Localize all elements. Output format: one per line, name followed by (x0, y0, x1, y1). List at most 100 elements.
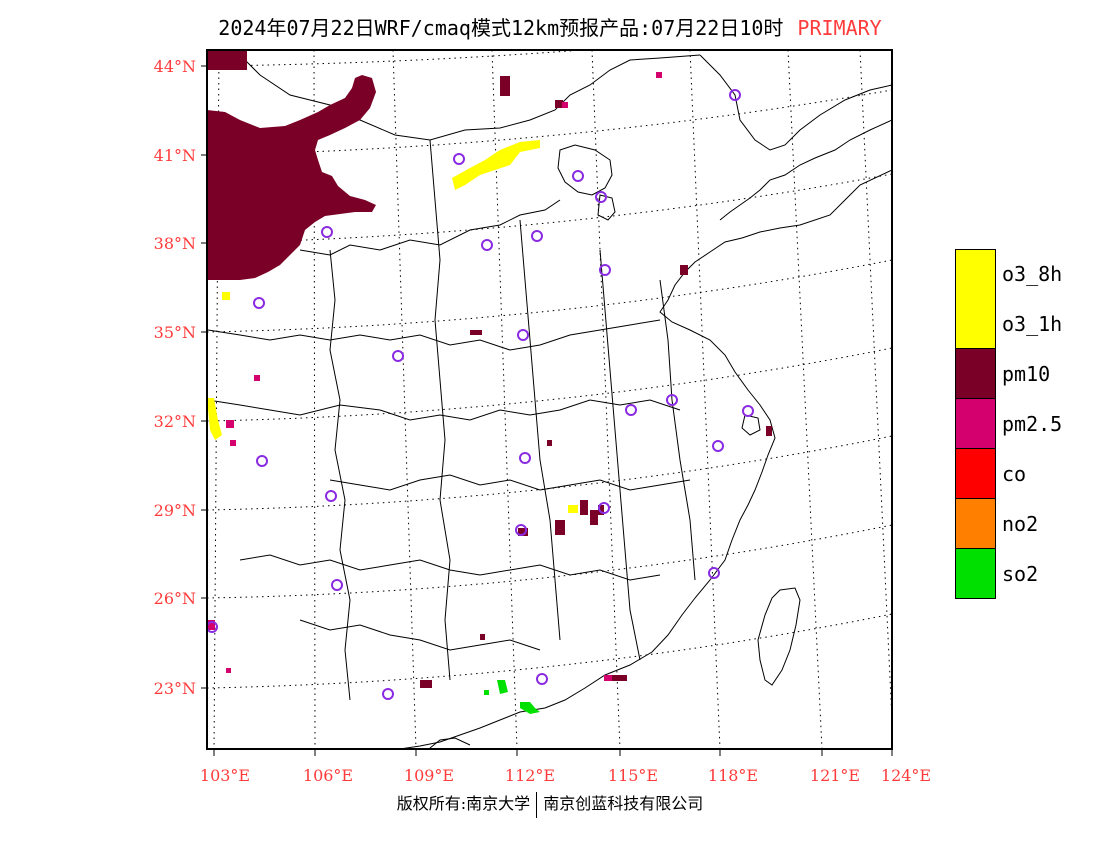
province-1 (299, 199, 561, 256)
city-marker (666, 394, 678, 406)
parallel-38 (207, 173, 892, 244)
city-marker (531, 230, 543, 242)
city-marker (515, 524, 527, 536)
parallel-32 (207, 347, 892, 422)
legend-swatch (955, 299, 996, 349)
legend-swatch (955, 499, 996, 549)
lon-label: 109°E (404, 766, 454, 785)
pm10-cell (598, 505, 604, 515)
city-marker (625, 404, 637, 416)
city-marker (598, 502, 610, 514)
o3-cell (568, 505, 578, 513)
pm10-cell (480, 634, 485, 640)
so2-cell (484, 690, 489, 695)
meridian-115 (591, 50, 621, 749)
province-3 (207, 399, 681, 421)
meridian-118 (689, 50, 721, 749)
legend-label: no2 (1002, 512, 1039, 536)
lon-label: 118°E (708, 766, 758, 785)
taiwan (757, 587, 801, 686)
city-marker (325, 490, 337, 502)
city-marker (517, 329, 529, 341)
primary-tag: PRIMARY (797, 16, 882, 40)
title-text: 2024年07月22日WRF/cmaq模式12km预报产品:07月22日10时 (218, 16, 784, 40)
map-title: 2024年07月22日WRF/cmaq模式12km预报产品:07月22日10时 P… (0, 12, 1100, 41)
pm25-cell (656, 72, 662, 78)
legend-swatch (955, 549, 996, 599)
pm10-cell (580, 500, 588, 515)
lon-label: 124°E (881, 766, 931, 785)
province-6 (299, 619, 541, 651)
pm10-cell (555, 520, 565, 535)
parallel-26 (207, 524, 892, 599)
legend-label: o3_1h (1002, 312, 1063, 336)
pm10-region-top (207, 50, 247, 70)
lon-label: 103°E (200, 766, 250, 785)
city-markers (207, 89, 754, 700)
city-marker (256, 455, 268, 467)
pm10-cell (590, 510, 598, 525)
parallel-44 (207, 50, 589, 67)
map-content (207, 50, 892, 749)
city-marker (321, 226, 333, 238)
pm25-cell (604, 675, 612, 681)
parallel-23 (207, 613, 892, 689)
legend-label: so2 (1002, 562, 1039, 586)
legend-item: co (955, 449, 1062, 499)
legend-swatch (955, 449, 996, 499)
city-marker (536, 673, 548, 685)
longitude-labels: 103°E 106°E 109°E 112°E 115°E 118°E 121°… (200, 766, 931, 785)
legend-swatch (955, 248, 996, 300)
pm25-cell (226, 668, 231, 673)
city-marker (742, 405, 754, 417)
pm10-region-northwest (207, 75, 376, 280)
city-marker (712, 440, 724, 452)
copyright-left: 版权所有:南京大学 (396, 794, 531, 813)
pm10-cell (420, 680, 432, 688)
city-marker (572, 170, 584, 182)
pm10-cell (518, 528, 528, 536)
legend-item: o3_1h (955, 299, 1062, 349)
o3-region-north (452, 140, 540, 190)
lat-label: 32°N (154, 412, 196, 431)
pm25-cell (254, 375, 260, 381)
city-marker (519, 452, 531, 464)
pm10-cell (766, 426, 772, 436)
lon-label: 121°E (810, 766, 860, 785)
pm25-cell (562, 102, 568, 108)
legend-item: so2 (955, 549, 1062, 599)
border-northeast (699, 54, 892, 151)
province-beijing (557, 144, 613, 196)
copyright-right: 南京创蓝科技有限公司 (543, 794, 704, 813)
pm10-cell (680, 265, 688, 275)
city-marker (599, 264, 611, 276)
meridian-121 (787, 50, 823, 749)
latitude-labels: 44°N 41°N 38°N 35°N 32°N 29°N 26°N 23°N (154, 57, 196, 698)
lat-label: 41°N (154, 146, 196, 165)
province-v4 (599, 249, 641, 661)
lon-label: 106°E (303, 766, 353, 785)
legend-item: o3_8h (955, 248, 1062, 300)
province-hainan (429, 737, 471, 749)
legend-item: pm10 (955, 349, 1062, 399)
lon-label: 112°E (505, 766, 555, 785)
legend-item: pm2.5 (955, 399, 1062, 449)
meridian-124 (859, 50, 892, 721)
legend-label: co (1002, 462, 1027, 486)
lat-label: 26°N (154, 589, 196, 608)
city-marker (331, 579, 343, 591)
province-v1 (329, 249, 351, 701)
parallel-29 (207, 435, 892, 511)
province-shanghai (741, 414, 761, 436)
copyright-footer: 版权所有:南京大学 南京创蓝科技有限公司 (0, 790, 1100, 818)
city-marker (207, 621, 218, 633)
legend-label: pm10 (1002, 362, 1051, 386)
city-marker (729, 89, 741, 101)
pm10-cell (612, 675, 627, 681)
province-v5 (659, 279, 696, 581)
border-north (234, 50, 701, 141)
legend-item: no2 (955, 499, 1062, 549)
pm10-cell (555, 100, 563, 108)
city-marker (595, 191, 607, 203)
